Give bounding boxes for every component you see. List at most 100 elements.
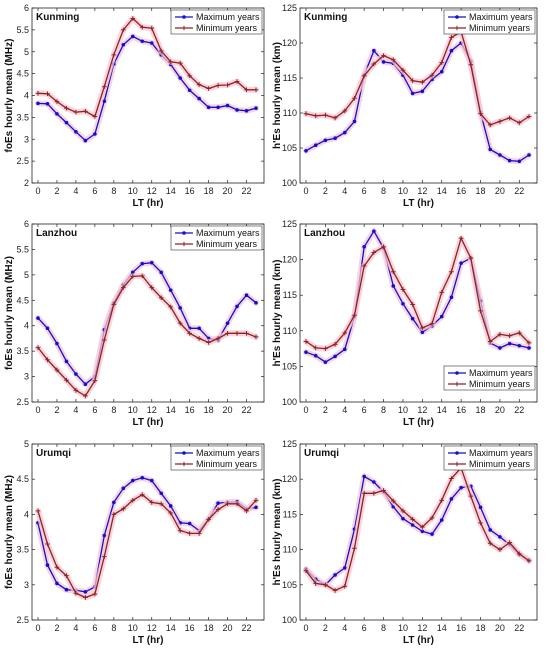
min-years-point xyxy=(410,302,415,307)
x-tick-label: 2 xyxy=(54,623,59,633)
x-tick-label: 16 xyxy=(185,405,195,415)
min-years-point xyxy=(323,112,328,118)
y-tick-label: 2.5 xyxy=(16,156,29,166)
max-years-point xyxy=(362,474,366,479)
max-years-point xyxy=(430,532,434,536)
min-years-point xyxy=(420,79,425,85)
min-years-point xyxy=(130,274,136,279)
x-tick-label: 6 xyxy=(92,623,97,633)
legend-marker xyxy=(454,461,460,467)
min-years-point xyxy=(342,330,348,336)
min-years-point xyxy=(342,108,348,114)
x-tick-label: 12 xyxy=(147,186,157,196)
max-years-point xyxy=(64,587,69,592)
legend-box xyxy=(170,9,263,35)
min-years-point xyxy=(225,331,230,336)
min-years-point xyxy=(526,558,532,564)
max-years-point xyxy=(121,42,126,47)
y-tick-label: 3.5 xyxy=(16,346,29,356)
min-years-point xyxy=(225,82,230,88)
legend-marker xyxy=(181,241,187,247)
max-years-point xyxy=(313,143,318,147)
legend-label: Minimum years xyxy=(196,239,258,249)
chart-panel-5: 2.5 3 3.5 4 4.5 5 0 2 4 6 8 10 12 14 16 18 20 22 LT (hr) fo… xyxy=(4,439,265,646)
min-years-point xyxy=(158,295,164,301)
min-years-point xyxy=(487,339,493,344)
x-tick-label: 2 xyxy=(323,623,328,633)
x-axis-label: LT (hr) xyxy=(133,635,164,646)
x-tick-label: 14 xyxy=(166,623,176,633)
min-years-point xyxy=(158,48,164,54)
legend-marker xyxy=(455,371,459,375)
min-years-point xyxy=(381,244,386,250)
max-years-point xyxy=(149,260,154,265)
min-years-point xyxy=(526,114,532,119)
min-years-point xyxy=(410,78,415,84)
y-tick-label: 6 xyxy=(24,219,29,229)
x-tick-label: 6 xyxy=(362,405,367,415)
max-years-point xyxy=(55,581,59,586)
x-tick-label: 18 xyxy=(476,623,486,633)
max-years-line xyxy=(305,475,530,586)
legend-marker xyxy=(182,15,186,19)
max-years-point xyxy=(225,103,230,108)
max-years-point xyxy=(83,590,88,594)
x-tick-label: 12 xyxy=(147,405,157,415)
chart-panel-3: 2.5 3 3.5 4 4.5 5 5.5 6 0 2 4 6 8 10 12 14 16 18 20 22 LT (h… xyxy=(4,219,265,428)
legend-label: Minimum years xyxy=(469,379,531,389)
max-years-point xyxy=(159,270,164,275)
legend-box xyxy=(170,445,263,471)
y-tick-label: 5 xyxy=(24,47,29,57)
y-tick-label: 120 xyxy=(282,255,297,265)
y-tick-label: 4 xyxy=(24,509,29,519)
y-tick-label: 4.5 xyxy=(16,474,29,484)
legend-marker xyxy=(181,461,187,467)
y-tick-label: 4 xyxy=(24,91,29,101)
min-years-point xyxy=(439,498,445,503)
min-years-point xyxy=(83,393,88,399)
min-years-point xyxy=(158,501,164,507)
min-years-point xyxy=(83,108,88,114)
x-tick-label: 20 xyxy=(495,186,505,196)
x-tick-label: 12 xyxy=(147,623,157,633)
legend-box xyxy=(443,365,536,391)
max-years-point xyxy=(372,48,376,53)
legend-label: Minimum years xyxy=(469,23,531,33)
min-years-point xyxy=(187,531,192,536)
y-tick-label: 4 xyxy=(24,321,29,331)
min-years-point xyxy=(352,96,357,101)
x-tick-label: 6 xyxy=(92,405,97,415)
min-years-point xyxy=(361,490,367,496)
x-axis-label: LT (hr) xyxy=(403,417,434,428)
min-years-point xyxy=(64,573,69,578)
min-years-point xyxy=(429,515,435,521)
max-years-point xyxy=(140,475,145,480)
min-years-point xyxy=(420,524,425,530)
y-tick-label: 2 xyxy=(24,178,29,188)
min-years-point xyxy=(517,330,522,336)
x-tick-label: 2 xyxy=(54,186,59,196)
min-years-point xyxy=(410,517,415,522)
y-axis-label: h'Es hourly mean (km) xyxy=(272,260,283,367)
max-years-point xyxy=(121,486,126,491)
max-years-point xyxy=(36,316,40,320)
legend-label: Maximum years xyxy=(196,12,260,22)
x-tick-label: 20 xyxy=(223,405,233,415)
min-years-point xyxy=(487,122,493,128)
max-years-point xyxy=(140,261,145,266)
x-tick-label: 10 xyxy=(128,186,138,196)
y-tick-label: 105 xyxy=(282,580,297,590)
max-years-point xyxy=(439,518,444,522)
x-tick-label: 8 xyxy=(381,405,386,415)
min-years-point xyxy=(102,337,107,343)
min-years-point xyxy=(497,332,503,337)
min-years-point xyxy=(187,73,192,79)
x-tick-label: 14 xyxy=(166,405,176,415)
min-years-point xyxy=(517,120,522,126)
x-tick-label: 4 xyxy=(342,623,347,633)
chart-title: Urumqi xyxy=(304,448,339,459)
